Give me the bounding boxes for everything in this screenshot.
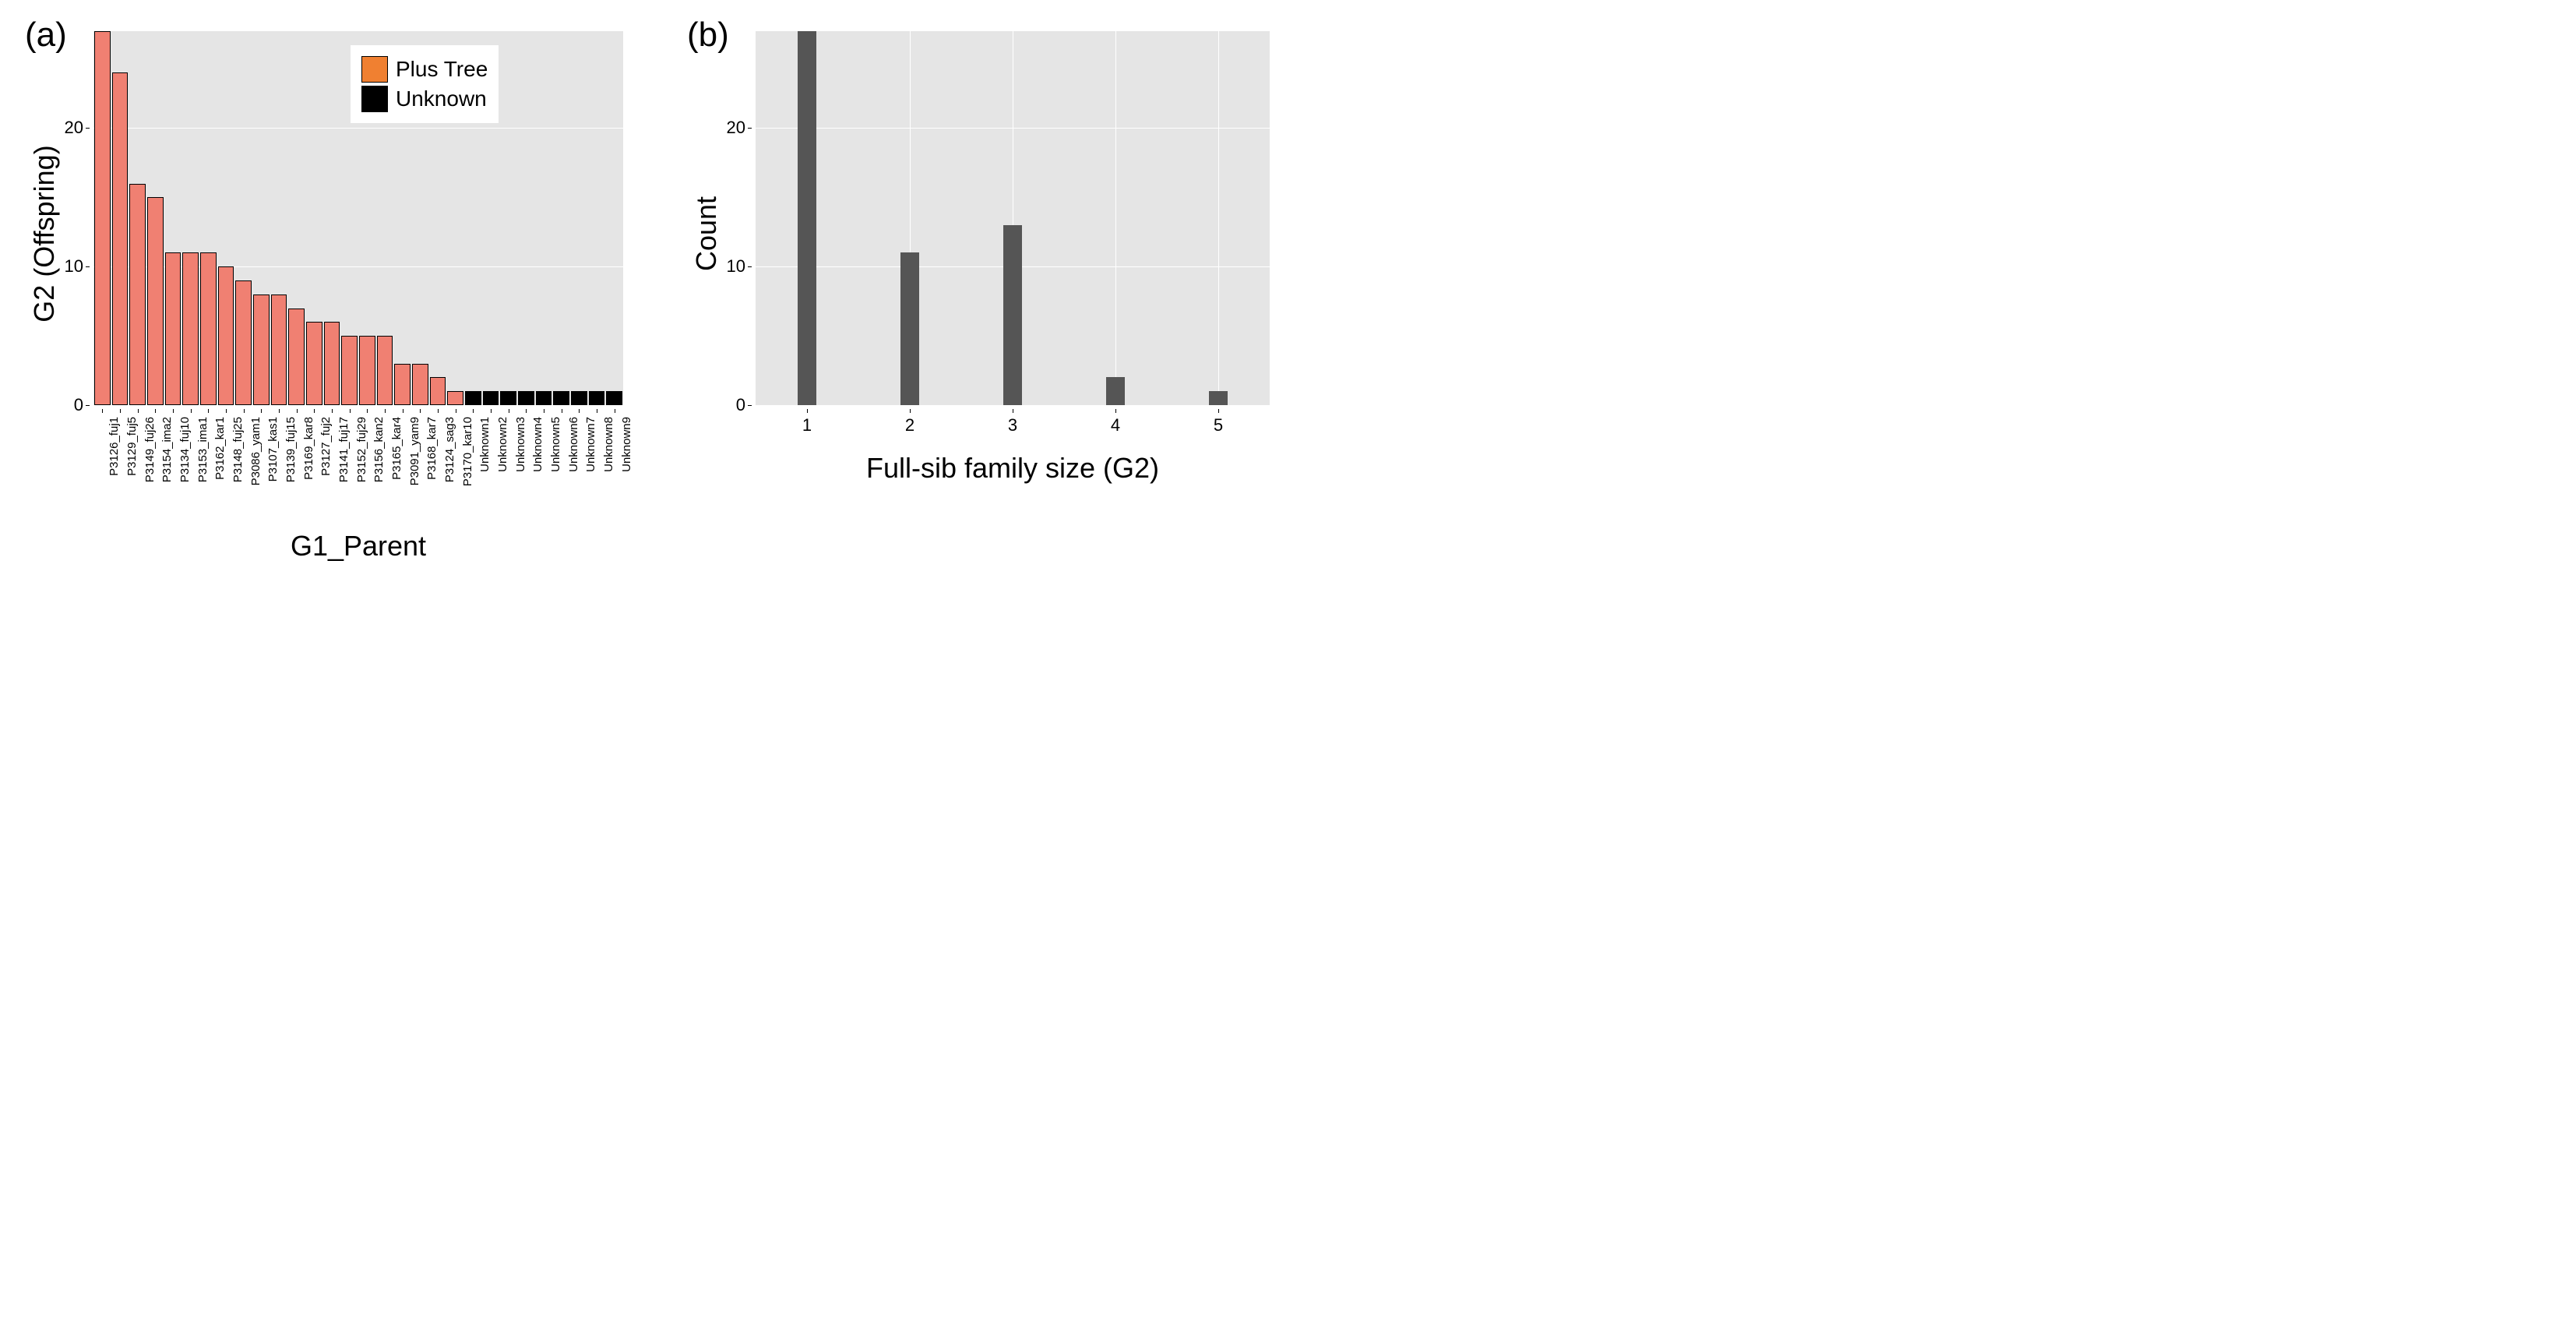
legend-swatch-unknown <box>361 86 388 112</box>
legend-item-plus-tree: Plus Tree <box>361 56 488 83</box>
panel-a-x-ticks: P3126_fuj1 P3129_fuj5 P3149_fuj26P3154_ima… <box>93 409 623 518</box>
bar <box>1209 391 1228 405</box>
x-tick-label: P3127_fuj2 <box>319 417 333 495</box>
bar <box>571 391 587 405</box>
x-tick-label: Unknown1 <box>478 417 492 495</box>
x-tick-label: P3141_fuj17 <box>337 417 351 495</box>
x-tick-label: 4 <box>1111 415 1120 436</box>
bar <box>377 336 393 405</box>
bar <box>500 391 516 405</box>
bar <box>341 336 357 405</box>
x-tick-label: Unknown9 <box>620 417 633 495</box>
x-tick-label: P3156_kan2 <box>372 417 386 495</box>
panel-b-x-ticks: 1 2 3 4 5 <box>756 409 1270 440</box>
x-tick-label: 3 <box>1008 415 1017 436</box>
x-tick-label: P3134_fuj10 <box>178 417 192 495</box>
x-tick-label: P3169_kar8 <box>302 417 315 495</box>
x-tick-label: Unknown4 <box>531 417 544 495</box>
x-tick-label: P3086_yam1 <box>249 417 263 495</box>
x-tick-label: Unknown8 <box>602 417 615 495</box>
bar <box>553 391 569 405</box>
bar <box>465 391 481 405</box>
panel-b-x-title: Full-sib family size (G2) <box>866 452 1159 485</box>
x-tick-label: P3170_kar10 <box>461 417 474 495</box>
bar <box>288 309 304 405</box>
y-tick-label: 0 <box>736 395 745 415</box>
bar <box>147 197 163 405</box>
x-tick-label: P3148_fuj25 <box>231 417 245 495</box>
y-tick-label: 10 <box>65 256 83 277</box>
x-tick-label: Unknown6 <box>567 417 580 495</box>
x-tick-label: 5 <box>1214 415 1223 436</box>
x-tick-label: 2 <box>905 415 914 436</box>
x-tick-label: Unknown7 <box>584 417 597 495</box>
x-tick-label: P3139_fuj15 <box>284 417 298 495</box>
bar <box>306 322 322 405</box>
bar <box>447 391 463 405</box>
y-tick-label: 20 <box>727 118 745 138</box>
bar <box>359 336 375 405</box>
bar <box>606 391 622 405</box>
x-tick-label: P3091_yam9 <box>408 417 421 495</box>
y-tick-label: 0 <box>74 395 83 415</box>
bar <box>536 391 551 405</box>
panel-a-x-title: G1_Parent <box>291 530 426 562</box>
x-tick-label: P3154_ima2 <box>160 417 174 495</box>
bar <box>324 322 340 405</box>
y-tick-label: 20 <box>65 118 83 138</box>
x-tick-label: P3107_kas1 <box>266 417 280 495</box>
y-tick-label: 10 <box>727 256 745 277</box>
x-tick-label: Unknown3 <box>514 417 527 495</box>
x-tick-label: P3129_fuj5 <box>125 417 139 495</box>
bar <box>200 252 216 405</box>
x-tick-label: P3165_kar4 <box>390 417 403 495</box>
panel-a-legend: Plus Tree Unknown <box>351 45 499 123</box>
panel-b: (b) Count 01020 12345 Full-sib family si… <box>678 16 1301 577</box>
bar <box>112 72 128 405</box>
bar <box>165 252 181 405</box>
bar <box>430 377 446 405</box>
panel-a-y-axis: 01020 <box>51 31 90 405</box>
x-tick-label: P3149_fuj26 <box>143 417 157 495</box>
bar <box>235 280 251 405</box>
panel-a: (a) G2 (Offspring) 01020 Plus Tree Unkno… <box>16 16 654 577</box>
legend-swatch-plus-tree <box>361 56 388 83</box>
x-tick-label: P3162_kar1 <box>213 417 227 495</box>
bar <box>1106 377 1125 405</box>
bar <box>129 184 145 405</box>
x-tick-label: P3126_fuj1 <box>107 417 121 495</box>
legend-label-unknown: Unknown <box>396 86 487 111</box>
bar <box>483 391 499 405</box>
bar <box>394 364 410 405</box>
bar <box>589 391 604 405</box>
panel-b-plot <box>756 31 1270 405</box>
legend-item-unknown: Unknown <box>361 86 488 112</box>
bar <box>1003 225 1022 405</box>
bar <box>798 31 816 405</box>
x-tick-label: Unknown2 <box>496 417 509 495</box>
bar <box>271 294 287 405</box>
panel-b-y-axis: 01020 <box>713 31 752 405</box>
x-tick-label: 1 <box>802 415 812 436</box>
bar <box>412 364 428 405</box>
x-tick-label: P3168_kar7 <box>425 417 439 495</box>
x-tick-label: P3153_ima1 <box>196 417 210 495</box>
bar <box>218 266 234 405</box>
bar <box>518 391 534 405</box>
bar <box>182 252 198 405</box>
x-tick-label: P3124_sag3 <box>443 417 456 495</box>
bar <box>94 31 110 405</box>
x-tick-label: P3152_fuj29 <box>355 417 368 495</box>
legend-label-plus-tree: Plus Tree <box>396 57 488 82</box>
x-tick-label: Unknown5 <box>549 417 562 495</box>
bar <box>900 252 919 405</box>
bar <box>253 294 269 405</box>
